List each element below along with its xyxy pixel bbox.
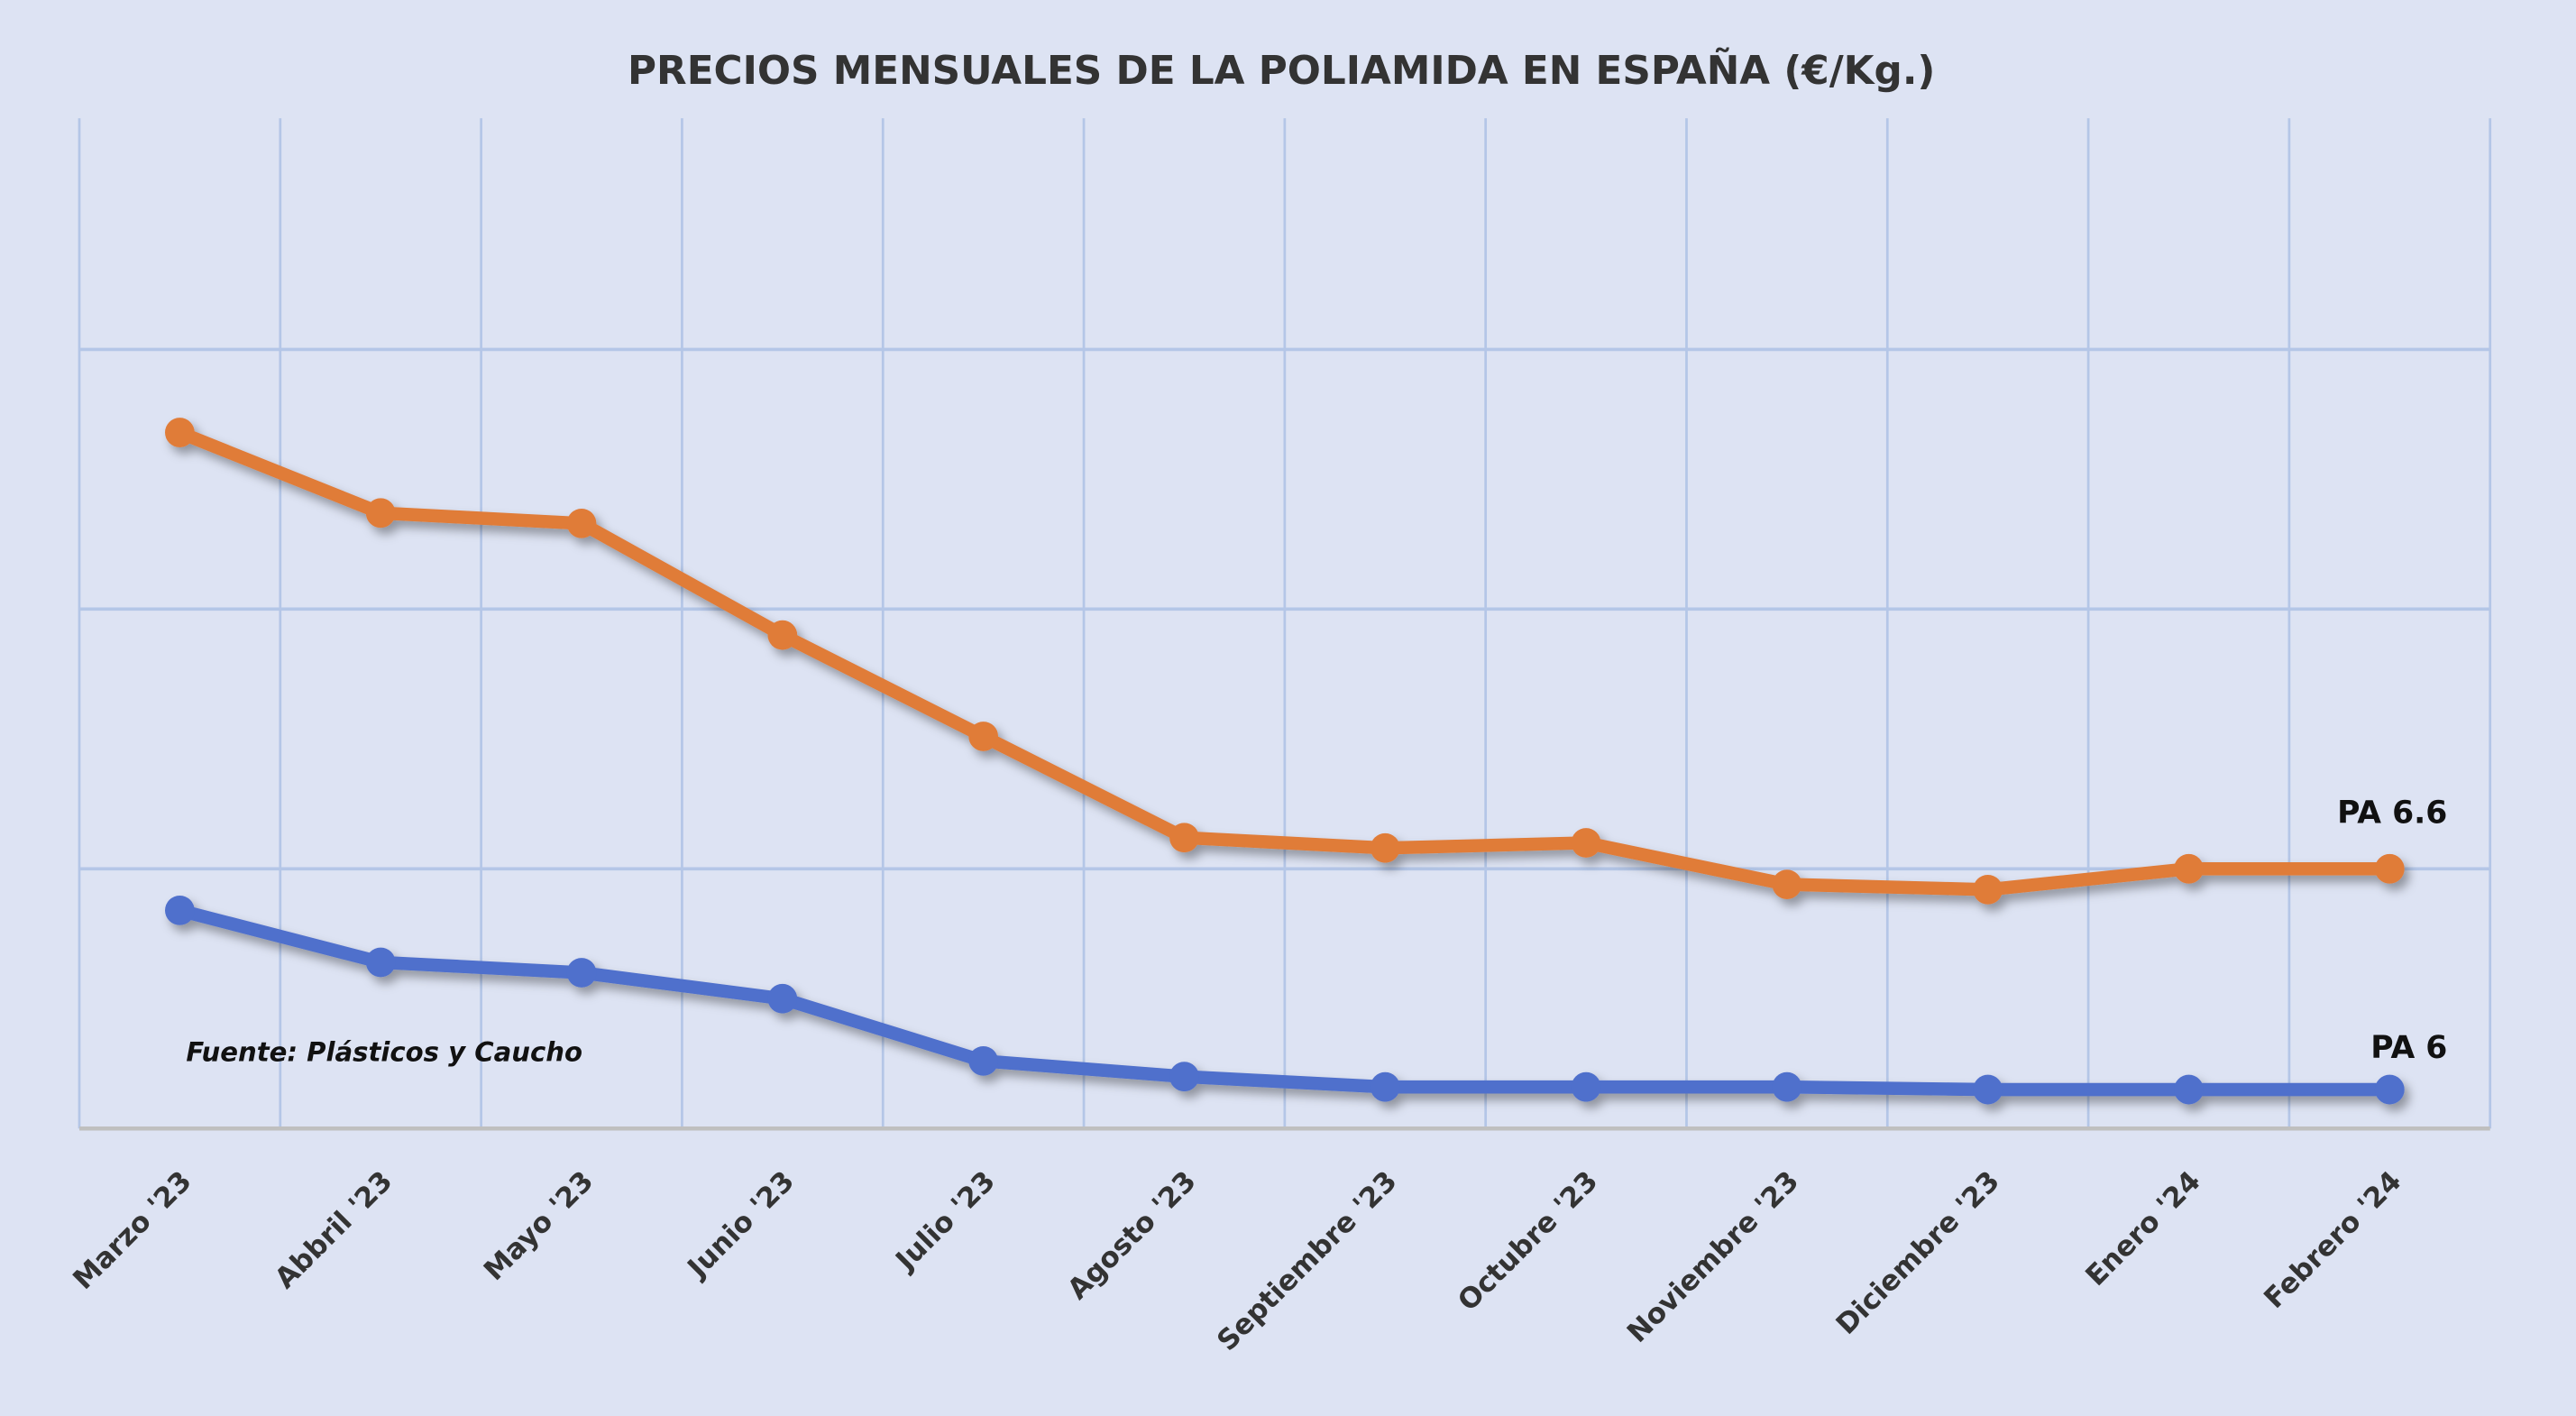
data-point [1571, 1071, 1601, 1102]
source-annotation: Fuente: Plásticos y Caucho [186, 1037, 582, 1068]
data-point [365, 947, 396, 978]
data-point [2374, 853, 2405, 884]
data-point [1772, 1071, 1802, 1102]
data-point [566, 958, 597, 988]
data-point [1772, 869, 1802, 899]
data-point [2374, 1074, 2405, 1105]
series-pa-6-6 [165, 418, 2405, 905]
data-point [1169, 1062, 1199, 1092]
series-group [165, 418, 2405, 1105]
series-line [173, 426, 2397, 896]
series-label-pa66: PA 6.6 [2337, 795, 2447, 831]
data-point [968, 1046, 999, 1076]
chart-title: PRECIOS MENSUALES DE LA POLIAMIDA EN ESP… [628, 46, 1935, 94]
series-label-pa6: PA 6 [2370, 1030, 2447, 1066]
data-point [1169, 823, 1199, 853]
data-point [1370, 1071, 1400, 1102]
series-line [173, 904, 2397, 1097]
data-point [1973, 874, 2003, 905]
data-point [365, 498, 396, 529]
data-point [165, 418, 195, 447]
data-point [165, 895, 195, 925]
data-point [767, 620, 798, 650]
data-point [1370, 832, 1400, 863]
data-point [566, 508, 597, 538]
data-point [1571, 828, 1601, 858]
data-point [968, 722, 999, 751]
data-point [767, 983, 798, 1014]
data-point [2174, 1074, 2204, 1105]
data-point [1973, 1074, 2003, 1105]
data-point [2174, 853, 2204, 884]
series-pa-6 [165, 895, 2405, 1105]
gridlines [78, 118, 2492, 1131]
